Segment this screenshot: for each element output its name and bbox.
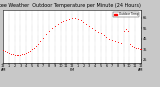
Point — [19, 55, 22, 56]
Point — [6, 52, 8, 53]
Point — [71, 17, 73, 18]
Point — [42, 37, 45, 38]
Point — [56, 23, 59, 25]
Point — [10, 54, 12, 55]
Point — [82, 21, 85, 23]
Point — [29, 50, 31, 52]
Point — [4, 50, 6, 52]
Point — [15, 55, 18, 56]
Point — [76, 18, 79, 19]
Point — [122, 31, 125, 32]
Point — [111, 39, 113, 40]
Point — [21, 54, 24, 55]
Point — [96, 32, 99, 33]
Point — [88, 25, 91, 27]
Point — [12, 54, 14, 55]
Point — [114, 40, 116, 41]
Point — [23, 54, 25, 55]
Point — [74, 17, 76, 18]
Point — [105, 36, 108, 37]
Point — [31, 48, 33, 50]
Point — [139, 48, 141, 50]
Point — [94, 30, 96, 31]
Point — [108, 38, 111, 39]
Point — [85, 23, 88, 25]
Point — [127, 31, 130, 32]
Point — [8, 53, 10, 54]
Point — [27, 52, 29, 53]
Point — [125, 29, 128, 30]
Text: Milwaukee Weather  Outdoor Temperature per Minute (24 Hours): Milwaukee Weather Outdoor Temperature pe… — [0, 3, 141, 8]
Point — [39, 40, 42, 41]
Point — [135, 47, 137, 49]
Point — [120, 42, 122, 44]
Point — [48, 31, 50, 32]
Point — [131, 45, 133, 47]
Point — [34, 45, 37, 47]
Point — [17, 55, 20, 56]
Point — [36, 43, 39, 45]
Legend: Outdoor Temp: Outdoor Temp — [113, 12, 139, 17]
Point — [79, 19, 82, 21]
Point — [137, 47, 139, 49]
Point — [54, 25, 56, 27]
Point — [32, 47, 35, 49]
Point — [140, 48, 142, 50]
Point — [129, 43, 132, 45]
Point — [13, 55, 16, 56]
Point — [91, 27, 93, 29]
Point — [2, 49, 4, 51]
Point — [62, 20, 65, 22]
Point — [25, 53, 27, 54]
Point — [45, 34, 48, 35]
Point — [65, 19, 68, 21]
Point — [51, 27, 53, 29]
Point — [117, 41, 119, 42]
Point — [133, 46, 135, 48]
Point — [59, 21, 62, 23]
Point — [102, 35, 105, 36]
Point — [68, 18, 70, 19]
Point — [99, 33, 102, 34]
